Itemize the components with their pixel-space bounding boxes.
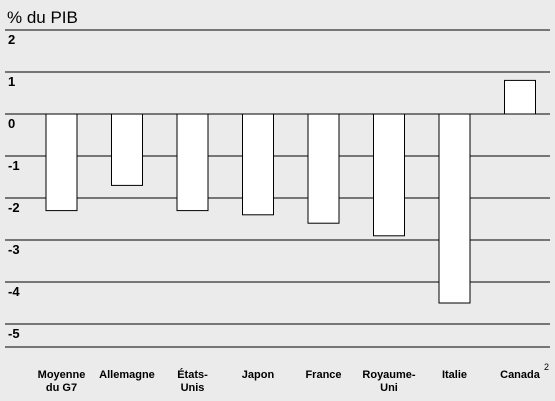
- category-label: Unis: [181, 382, 205, 394]
- bars: [45, 79, 536, 304]
- y-axis-label: % du PIB: [7, 8, 78, 27]
- bar: [438, 113, 471, 304]
- bar: [307, 113, 340, 224]
- bar: [111, 113, 143, 186]
- y-tick-label: -5: [8, 326, 20, 341]
- y-tick-label: -4: [8, 284, 20, 299]
- y-tick-label: -1: [8, 158, 20, 173]
- y-tick-label: -3: [8, 242, 20, 257]
- y-tick-label: 2: [8, 32, 15, 47]
- y-tick-label: -2: [8, 200, 20, 215]
- y-tick-label: 1: [8, 74, 15, 89]
- y-tick-label: 0: [8, 116, 15, 131]
- bar: [45, 113, 78, 212]
- category-label: Moyenne: [38, 369, 86, 381]
- category-label: Royaume-: [362, 369, 416, 381]
- bar: [373, 113, 405, 237]
- category-label: Allemagne: [99, 369, 155, 381]
- footnote-mark: 2: [544, 362, 549, 372]
- category-label: Uni: [380, 382, 398, 394]
- category-label: Canada: [500, 369, 541, 381]
- category-label: Italie: [442, 369, 467, 381]
- category-label: États-: [177, 368, 208, 381]
- bar: [242, 113, 274, 216]
- bar: [504, 79, 536, 115]
- category-label: du G7: [46, 382, 77, 394]
- gridlines: [5, 29, 550, 348]
- y-tick-labels: 2 1 0 -1 -2 -3 -4 -5: [8, 32, 20, 341]
- category-label: Japon: [242, 369, 275, 381]
- bar: [176, 113, 209, 212]
- category-label: France: [305, 369, 341, 381]
